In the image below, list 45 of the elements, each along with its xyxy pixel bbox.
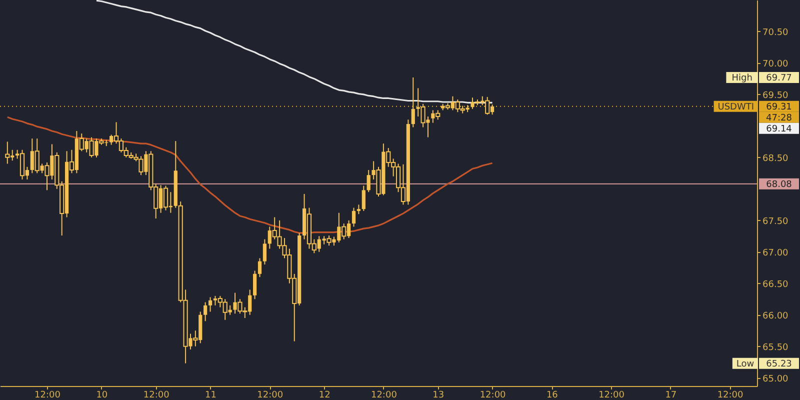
y-tick-label: 65.50: [762, 342, 789, 353]
ref-line-label: 69.31: [766, 102, 792, 112]
candlestick: [20, 149, 25, 180]
y-tick-label: 67.00: [762, 248, 789, 258]
annotation: USDWTI: [718, 102, 754, 112]
x-tick-label: 16: [546, 390, 558, 400]
x-tick-label: 12:00: [143, 390, 170, 400]
y-tick-label: 70.50: [762, 28, 789, 38]
candlestick: [253, 270, 257, 300]
annotation: Low: [736, 359, 754, 370]
candlestick: [352, 207, 356, 228]
candlestick: [366, 170, 370, 193]
candlestick: [356, 204, 361, 215]
candlestick: [5, 141, 10, 164]
candlestick: [163, 185, 168, 211]
x-tick-label: 17: [665, 390, 677, 400]
y-tick-label: 70.00: [762, 59, 789, 70]
y-tick-label: 66.00: [762, 311, 789, 322]
text: 65.23: [766, 359, 792, 370]
y-tick-label: 67.50: [762, 216, 789, 227]
y-tick-label: 65.00: [762, 374, 789, 384]
y-tick-label: 68.50: [762, 154, 789, 164]
text: 47:28: [766, 113, 792, 124]
x-tick-label: 11: [205, 390, 217, 400]
x-tick-label: 12:00: [257, 390, 284, 400]
candlestick: [204, 302, 208, 322]
candlestick: [262, 238, 267, 265]
annotation: High: [732, 73, 752, 84]
x-tick-label: 10: [96, 390, 108, 400]
x-tick-label: 12:00: [34, 390, 61, 400]
y-tick-label: 66.50: [762, 280, 789, 290]
x-tick-label: 12:00: [480, 390, 506, 400]
candlestick: [208, 296, 212, 312]
candlestick: [411, 76, 415, 128]
ref-line-label: 68.08: [766, 180, 792, 190]
x-tick-label: 13: [432, 390, 444, 400]
x-tick-label: 12:00: [370, 390, 398, 400]
text: 69.14: [766, 124, 792, 134]
x-tick-label: 12: [318, 390, 330, 400]
x-tick-label: 12:00: [598, 390, 625, 400]
candlestick: [362, 185, 366, 212]
x-tick-label: 12:00: [717, 390, 744, 400]
y-tick-label: 69.50: [762, 90, 789, 101]
text: 69.77: [766, 73, 792, 84]
candlestick: [258, 258, 262, 278]
